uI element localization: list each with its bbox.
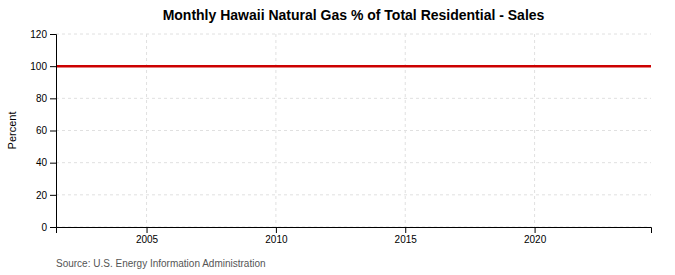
y-tick-label: 120 [30,29,47,40]
y-tick: 120 [30,29,56,40]
x-tick-mark [405,227,406,233]
y-axis-line [50,35,57,228]
y-tick: 80 [36,93,56,104]
x-axis-line [57,228,652,234]
x-tick-mark [147,227,148,233]
x-tick-label: 2020 [524,234,547,245]
y-tick-mark [50,66,56,67]
grid-line-x [405,34,406,227]
grid-line-y [56,130,651,131]
x-tick-mark [535,227,536,233]
x-tick: 2005 [136,227,159,245]
x-tick-label: 2010 [265,234,288,245]
grid-line-x [275,34,276,227]
x-tick: 2015 [395,227,418,245]
line [56,65,651,68]
y-tick-label: 0 [41,222,47,233]
y-tick-mark [50,195,56,196]
x-tick-label: 2005 [136,234,159,245]
y-tick-mark [50,131,56,132]
title: Monthly Hawaii Natural Gas % of Total Re… [163,7,545,23]
y-tick: 100 [30,61,56,72]
x-tick: 2010 [265,227,288,245]
y-axis: 0 20 40 60 80 100 120 [30,29,56,233]
grid-line-y [56,162,651,163]
y-axis-label: Percent [6,112,18,150]
x-axis: 2005 2010 2015 2020 [57,227,652,245]
y-tick: 0 [41,222,56,233]
y-tick-label: 100 [30,61,47,72]
y-tick: 20 [36,190,56,201]
x-tick-mark [276,227,277,233]
x-tick-label: 2015 [395,234,418,245]
y-tick-label: 20 [36,190,48,201]
y-tick-label: 80 [36,93,48,104]
y-tick-mark [50,34,56,35]
series-group [56,66,651,67]
grid-line-y [56,34,651,35]
x-tick: 2020 [524,227,547,245]
y-tick: 40 [36,157,56,168]
y-tick-mark [50,98,56,99]
grid-line-x [146,34,147,227]
grid-line-y [56,66,651,67]
y-tick: 60 [36,125,56,136]
y-tick-mark [50,227,56,228]
chart: 2005 2010 2015 2020 0 20 40 60 80 100 120 Monthly H… [0,0,675,275]
y-tick-mark [50,163,56,164]
grid-line-x [534,34,535,227]
grid [56,34,651,227]
source-text: Source: U.S. Energy Information Administ… [56,258,266,269]
grid-line-y [56,194,651,195]
y-tick-label: 60 [36,125,48,136]
y-tick-label: 40 [36,157,48,168]
grid-line-y [56,98,651,99]
plot-area: 2005 2010 2015 2020 0 20 40 60 80 100 120 [30,29,651,245]
